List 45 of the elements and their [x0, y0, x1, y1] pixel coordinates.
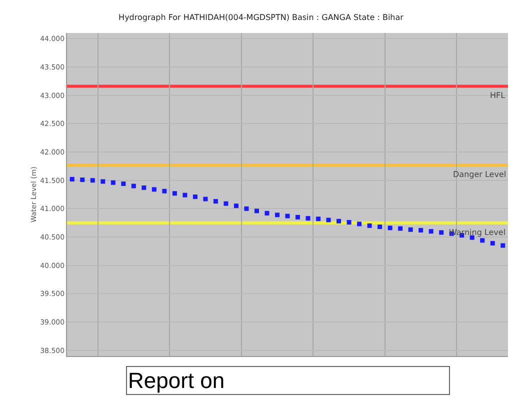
point — [480, 238, 485, 243]
point — [306, 216, 310, 221]
point — [428, 229, 434, 234]
point — [296, 214, 300, 220]
point — [90, 178, 95, 183]
ref-line-label: HFL — [490, 91, 506, 100]
point — [378, 224, 382, 230]
chart-title: Hydrograph For HATHIDAH(004-MGDSPTN) Basin : GANGA State : Bihar — [118, 13, 404, 22]
point — [182, 192, 188, 198]
point — [336, 218, 342, 224]
point — [439, 230, 444, 235]
point — [224, 201, 228, 206]
point — [192, 194, 198, 200]
point — [500, 243, 506, 248]
point — [142, 185, 146, 190]
point — [490, 240, 495, 246]
point — [285, 214, 290, 218]
point — [152, 187, 156, 192]
point — [326, 218, 331, 222]
point — [162, 188, 167, 194]
point — [264, 210, 270, 216]
point — [254, 208, 259, 214]
point — [203, 196, 208, 202]
point — [244, 206, 249, 211]
point — [367, 223, 372, 228]
ref-line-label: Danger Level — [453, 170, 506, 179]
text: Report on — [128, 368, 225, 393]
point — [316, 216, 321, 222]
point — [418, 228, 424, 232]
point — [398, 226, 403, 231]
point — [274, 212, 280, 218]
point — [172, 191, 177, 196]
point — [357, 222, 362, 226]
point — [70, 176, 74, 182]
ref-line-label: Warning Level — [449, 228, 506, 237]
point — [121, 181, 126, 186]
point — [388, 226, 392, 230]
point — [408, 227, 413, 232]
point — [80, 178, 85, 182]
point — [100, 179, 106, 184]
point — [213, 199, 218, 204]
point — [346, 220, 352, 225]
point — [131, 184, 136, 188]
point — [110, 180, 116, 185]
point — [234, 204, 238, 208]
